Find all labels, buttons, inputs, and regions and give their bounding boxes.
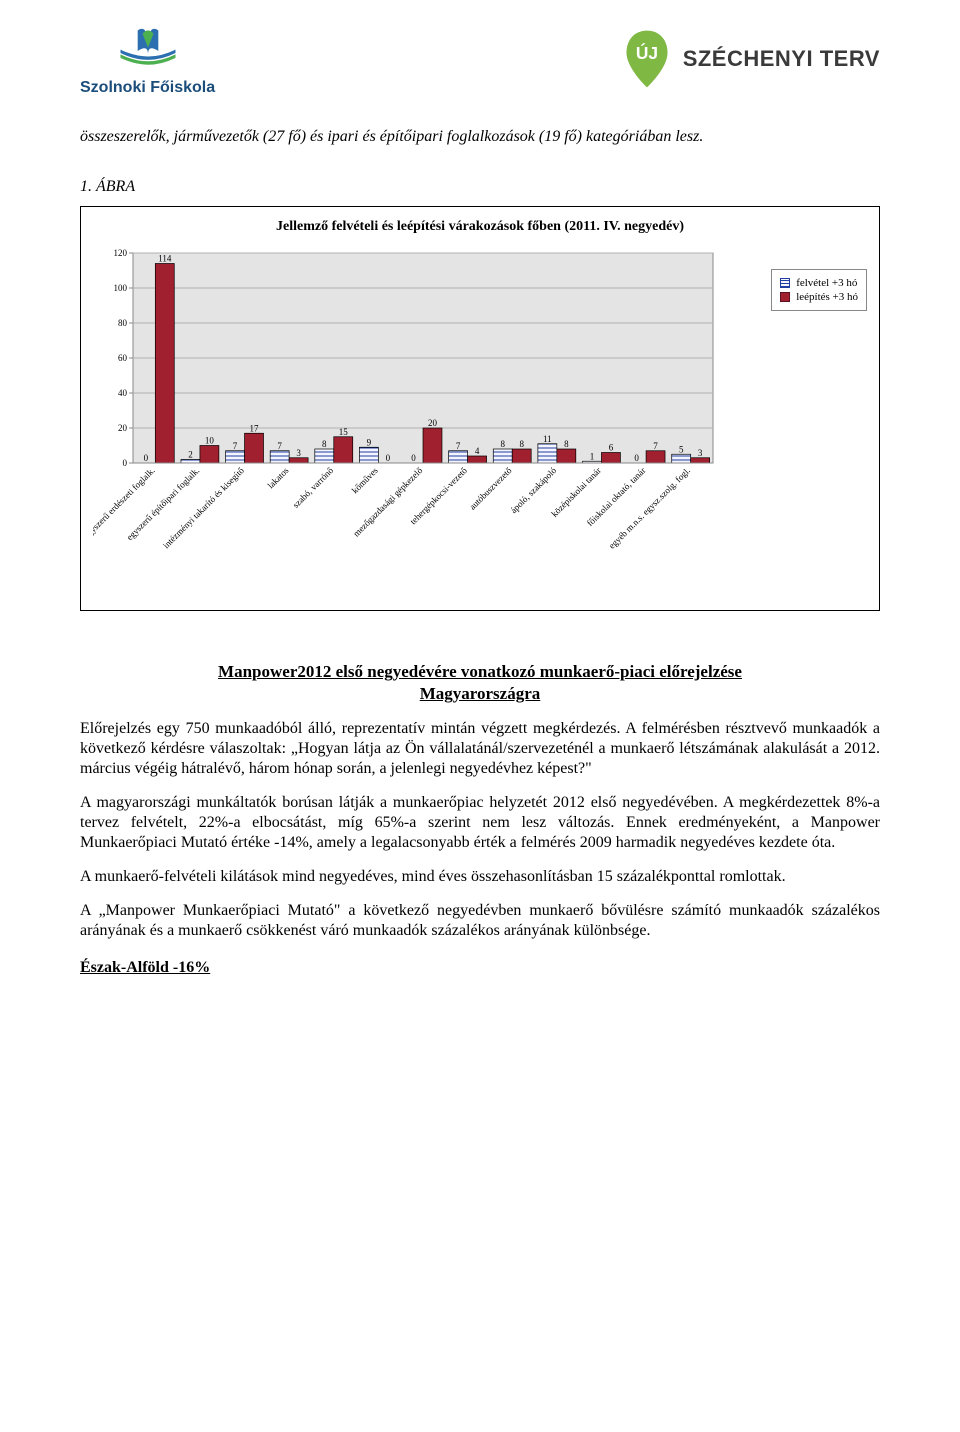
svg-text:80: 80 [118, 318, 128, 328]
header-logos: Szolnoki Főiskola ÚJ SZÉCHENYI TERV [80, 20, 880, 97]
legend-swatch [780, 278, 790, 288]
logo-szechenyi: ÚJ SZÉCHENYI TERV [623, 29, 880, 89]
legend-label: felvétel +3 hó [796, 277, 857, 289]
svg-text:7: 7 [653, 441, 658, 451]
svg-text:15: 15 [339, 427, 349, 437]
svg-text:0: 0 [386, 453, 391, 463]
svg-text:0: 0 [123, 458, 128, 468]
section-title: Manpower2012 első negyedévére vonatkozó … [180, 661, 780, 705]
svg-text:7: 7 [277, 441, 282, 451]
chart-plot: 0204060801001200277890781110511410173150… [93, 247, 765, 602]
svg-text:3: 3 [296, 448, 301, 458]
szolnoki-logo-icon [113, 20, 183, 75]
svg-text:7: 7 [233, 441, 238, 451]
svg-text:3: 3 [698, 448, 703, 458]
svg-text:17: 17 [250, 423, 260, 433]
svg-text:lakatos: lakatos [265, 465, 290, 490]
svg-text:egyszerű építőipari foglalk.: egyszerű építőipari foglalk. [124, 465, 201, 542]
svg-text:egyszerű erdészeti foglalk.: egyszerű erdészeti foglalk. [93, 465, 157, 540]
legend-item: leépítés +3 hó [780, 290, 858, 304]
page: Szolnoki Főiskola ÚJ SZÉCHENYI TERV össz… [0, 0, 960, 1017]
szechenyi-pin-label: ÚJ [636, 43, 658, 63]
svg-text:szabó, varrónő: szabó, varrónő [291, 465, 336, 510]
svg-text:114: 114 [158, 253, 172, 263]
svg-text:8: 8 [322, 439, 327, 449]
svg-text:0: 0 [411, 453, 416, 463]
svg-text:120: 120 [114, 248, 128, 258]
chart-svg: 0204060801001200277890781110511410173150… [93, 247, 733, 597]
paragraph: A magyarországi munkáltatók borúsan látj… [80, 793, 880, 853]
svg-text:6: 6 [609, 442, 614, 452]
svg-text:9: 9 [367, 437, 372, 447]
legend-label: leépítés +3 hó [796, 291, 858, 303]
szechenyi-text: SZÉCHENYI TERV [683, 46, 880, 72]
svg-text:8: 8 [564, 439, 569, 449]
svg-text:0: 0 [144, 453, 149, 463]
figure-label: 1. ÁBRA [80, 178, 880, 196]
chart-container: Jellemző felvételi és leépítési várakozá… [80, 206, 880, 611]
legend-swatch [780, 292, 790, 302]
svg-text:20: 20 [428, 418, 438, 428]
legend-item: felvétel +3 hó [780, 276, 858, 290]
svg-text:8: 8 [519, 439, 524, 449]
svg-text:20: 20 [118, 423, 128, 433]
paragraph: A „Manpower Munkaerőpiaci Mutató" a köve… [80, 901, 880, 941]
svg-text:autóbuszvezető: autóbuszvezető [467, 465, 514, 512]
svg-text:10: 10 [205, 435, 215, 445]
svg-text:11: 11 [543, 434, 552, 444]
intro-paragraph: összeszerelők, járművezetők (27 fő) és i… [80, 127, 880, 148]
logo-szolnoki: Szolnoki Főiskola [80, 20, 215, 97]
svg-text:40: 40 [118, 388, 128, 398]
svg-text:5: 5 [679, 444, 684, 454]
szolnoki-logo-text: Szolnoki Főiskola [80, 79, 215, 97]
region-subheading: Észak-Alföld -16% [80, 959, 880, 977]
svg-text:7: 7 [456, 441, 461, 451]
svg-text:intézményi takarító és kisegít: intézményi takarító és kisegítő [161, 465, 246, 550]
body-paragraphs: Előrejelzés egy 750 munkaadóból álló, re… [80, 719, 880, 941]
szechenyi-pin-icon: ÚJ [623, 29, 671, 89]
svg-text:2: 2 [188, 449, 193, 459]
svg-text:kőműves: kőműves [350, 465, 380, 495]
chart-row: 0204060801001200277890781110511410173150… [93, 247, 867, 602]
paragraph: A munkaerő-felvételi kilátások mind negy… [80, 867, 880, 887]
svg-text:ápoló, szakápoló: ápoló, szakápoló [508, 465, 558, 515]
paragraph: Előrejelzés egy 750 munkaadóból álló, re… [80, 719, 880, 779]
svg-text:60: 60 [118, 353, 128, 363]
svg-text:0: 0 [634, 453, 639, 463]
chart-legend: felvétel +3 hó leépítés +3 hó [771, 269, 867, 311]
chart-title: Jellemző felvételi és leépítési várakozá… [93, 219, 867, 235]
svg-text:4: 4 [475, 446, 480, 456]
svg-text:8: 8 [501, 439, 506, 449]
svg-text:100: 100 [114, 283, 128, 293]
svg-text:1: 1 [590, 451, 595, 461]
svg-text:egyéb m.n.s. egysz.szolg. fogl: egyéb m.n.s. egysz.szolg. fogl. [607, 465, 692, 550]
